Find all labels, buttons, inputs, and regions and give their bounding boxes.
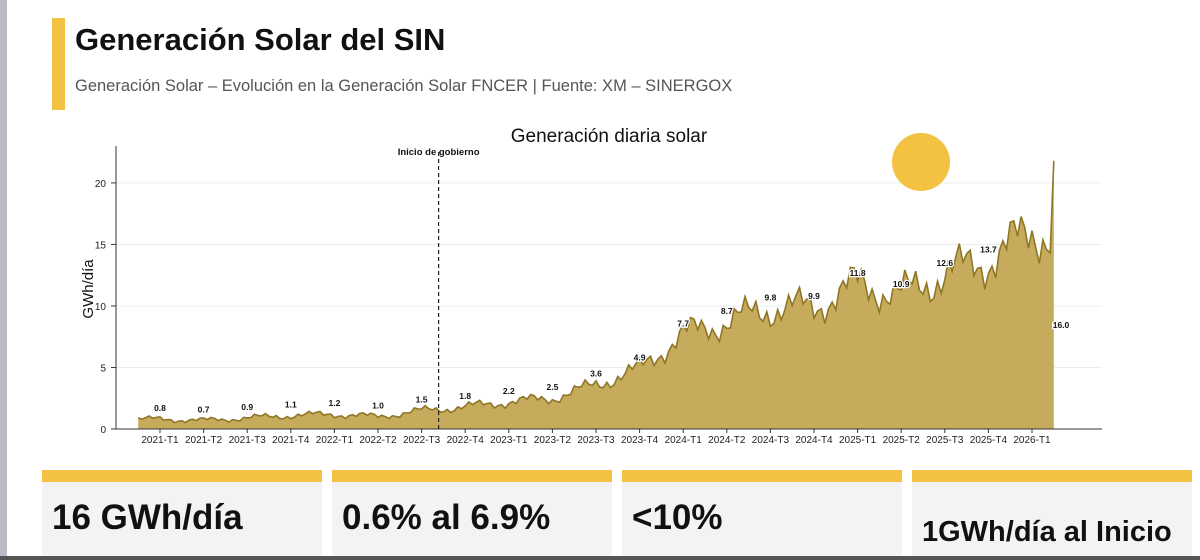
data-label: 1.0 [372, 401, 384, 411]
x-tick-label: 2021-T4 [272, 435, 310, 446]
x-tick-label: 2024-T3 [752, 435, 790, 446]
data-label: 9.9 [808, 291, 820, 301]
x-tick-label: 2022-T4 [447, 435, 485, 446]
y-tick-label: 20 [95, 179, 107, 190]
window-edge [0, 0, 7, 560]
y-tick-label: 10 [95, 302, 107, 313]
x-tick-label: 2021-T2 [185, 435, 223, 446]
data-label: 2.5 [546, 382, 558, 392]
title-accent-bar [52, 18, 65, 110]
page-title: Generación Solar del SIN [75, 22, 446, 57]
x-tick-label: 2021-T3 [229, 435, 267, 446]
x-tick-label: 2022-T3 [403, 435, 441, 446]
kpi-value: 1GWh/día al Inicio [922, 516, 1172, 548]
x-tick-label: 2022-T2 [359, 435, 397, 446]
bottom-strip [0, 556, 1200, 560]
kpi-value: 16 GWh/día [52, 498, 243, 537]
x-tick-label: 2023-T3 [577, 435, 615, 446]
data-label: 2.2 [503, 386, 515, 396]
data-label: 4.9 [634, 353, 646, 363]
data-label: 10.9 [893, 279, 910, 289]
data-label: 13.7 [980, 244, 997, 254]
x-tick-label: 2025-T2 [883, 435, 921, 446]
kpi-card-1: 16 GWh/día [42, 470, 322, 560]
x-tick-label: 2024-T1 [665, 435, 703, 446]
data-label: 1.5 [416, 395, 428, 405]
solar-generation-chart: Generación diaria solar GWh/día 0 5 10 15 20… [80, 126, 1102, 446]
x-tick-label: 2024-T4 [795, 435, 833, 446]
data-label: 0.9 [241, 402, 253, 412]
data-label: 0.8 [154, 403, 166, 413]
annotation-label: Inicio de gobierno [398, 147, 480, 158]
x-tick-label: 2023-T1 [490, 435, 528, 446]
x-tick-label: 2025-T3 [926, 435, 964, 446]
y-axis-label: GWh/día [80, 259, 97, 319]
y-tick-label: 5 [100, 363, 106, 374]
data-label: 0.7 [198, 404, 210, 414]
data-label: 9.8 [764, 292, 776, 302]
data-label: 1.2 [328, 398, 340, 408]
y-tick-label: 15 [95, 240, 107, 251]
data-label: 16.0 [1053, 320, 1070, 330]
kpi-card-4: 1GWh/día al Inicio [912, 470, 1192, 560]
data-label: 12.6 [937, 258, 954, 268]
x-tick-label: 2023-T2 [534, 435, 572, 446]
kpi-card-2: 0.6% al 6.9% [332, 470, 612, 560]
data-label: 8.7 [721, 306, 733, 316]
x-tick-label: 2021-T1 [141, 435, 179, 446]
x-tick-label: 2025-T1 [839, 435, 877, 446]
kpi-card-3: <10% [622, 470, 902, 560]
chart-title: Generación diaria solar [511, 126, 708, 147]
sun-icon [892, 133, 950, 191]
x-tick-label: 2025-T4 [970, 435, 1008, 446]
data-label: 1.1 [285, 399, 297, 409]
kpi-value: <10% [632, 498, 723, 537]
data-label: 7.7 [677, 318, 689, 328]
kpi-value: 0.6% al 6.9% [342, 498, 551, 537]
series-area [138, 160, 1054, 430]
y-tick-label: 0 [100, 425, 106, 436]
x-tick-label: 2023-T4 [621, 435, 659, 446]
data-label: 11.8 [850, 268, 866, 278]
series-line [137, 160, 1055, 424]
x-tick-label: 2024-T2 [708, 435, 746, 446]
x-tick-label: 2026-T1 [1013, 435, 1051, 446]
page-subtitle: Generación Solar – Evolución en la Gener… [75, 77, 733, 95]
data-label: 1.8 [459, 391, 471, 401]
data-label: 3.6 [590, 369, 602, 379]
x-tick-label: 2022-T1 [316, 435, 354, 446]
